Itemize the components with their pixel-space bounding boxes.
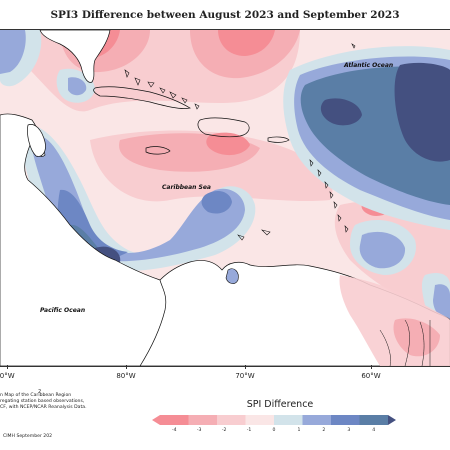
dry-moderate-region xyxy=(393,318,440,357)
legend-color-segment xyxy=(160,415,189,425)
lake-maracaibo xyxy=(225,268,239,284)
footer-line: regating station based observations, xyxy=(0,399,85,404)
longitude-tick-label: 90°W xyxy=(0,372,15,380)
legend-color-segment xyxy=(302,415,331,425)
land-cuba xyxy=(93,86,191,109)
copyright-text: CIMH September 202 xyxy=(3,434,53,439)
tick-mark xyxy=(371,365,372,369)
legend-tick-label: -3 xyxy=(196,428,202,433)
dry-strong-region xyxy=(218,30,275,56)
land-florida xyxy=(39,30,111,83)
tick-mark xyxy=(245,365,246,369)
legend-tick-label: 2 xyxy=(322,428,326,433)
legend-tick-label: -1 xyxy=(246,428,252,433)
footnote-marker: 2 xyxy=(38,389,42,395)
wet-extreme-region xyxy=(320,98,362,126)
legend-colorbar xyxy=(152,415,396,425)
legend-color-segment xyxy=(359,415,388,425)
wet-strong-region xyxy=(201,190,232,214)
tick-mark xyxy=(7,365,8,369)
legend-tick-label: 3 xyxy=(347,428,351,433)
map-footer-notes: n Map of the Caribbean Region regating s… xyxy=(0,393,120,411)
wet-moderate-region xyxy=(359,231,406,269)
country-borders xyxy=(379,319,431,366)
legend-color-segment xyxy=(217,415,246,425)
footer-line: n Map of the Caribbean Region xyxy=(0,393,72,398)
tick-mark xyxy=(126,365,127,369)
map-canvas xyxy=(0,30,450,366)
land-small-islands xyxy=(124,43,356,241)
land-puerto-rico xyxy=(267,136,290,143)
wet-moderate-region xyxy=(433,284,450,320)
legend-title: SPI Difference xyxy=(246,399,314,410)
pacific-ocean-label: Pacific Ocean xyxy=(40,307,86,314)
legend-tick-label: 1 xyxy=(297,428,301,433)
legend-tick-label: -4 xyxy=(171,428,177,433)
wet-extreme-region xyxy=(394,62,450,162)
longitude-tick-label: 60°W xyxy=(361,372,381,380)
legend-tick-label: 4 xyxy=(372,428,376,433)
legend-color-segment xyxy=(274,415,303,425)
longitude-tick-label: 70°W xyxy=(235,372,255,380)
wet-moderate-region xyxy=(0,30,26,74)
legend-tick-label: -2 xyxy=(221,428,227,433)
legend-color-segment xyxy=(152,415,160,425)
atlantic-ocean-label: Atlantic Ocean xyxy=(344,62,394,69)
legend-color-segment xyxy=(331,415,360,425)
caribbean-sea-label: Caribbean Sea xyxy=(162,184,211,191)
longitude-tick-label: 80°W xyxy=(116,372,136,380)
legend-color-segment xyxy=(388,415,396,425)
spi-map xyxy=(0,29,450,367)
land-hispaniola xyxy=(197,117,250,138)
legend-tick-label: 0 xyxy=(272,428,276,433)
legend-color-segment xyxy=(245,415,274,425)
wet-moderate-region xyxy=(68,77,87,96)
map-title: SPI3 Difference between August 2023 and … xyxy=(50,9,400,21)
legend-color-segment xyxy=(188,415,217,425)
land-jamaica xyxy=(145,146,171,155)
footer-line: CF, with NCEP/NCAR Reanalysis Data. xyxy=(0,405,87,410)
land-yucatan xyxy=(27,124,46,157)
dry-strong-region xyxy=(206,132,250,156)
